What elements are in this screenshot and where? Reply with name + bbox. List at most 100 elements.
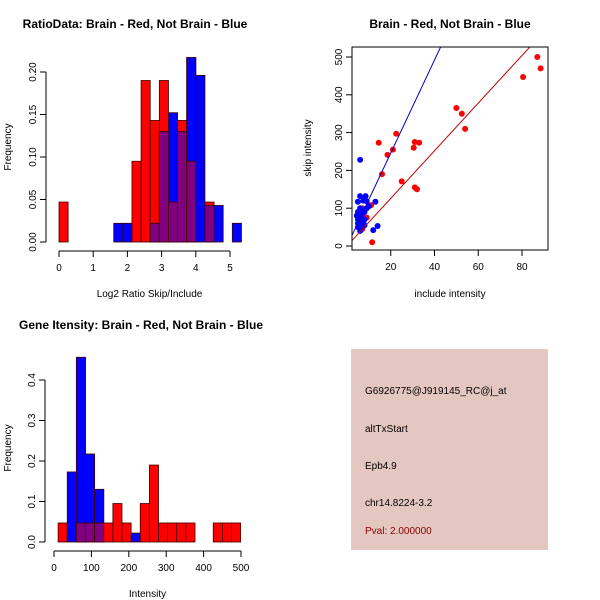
x-tick-label: 40 bbox=[429, 262, 441, 273]
point-not-brain bbox=[357, 205, 364, 212]
bar-overlap bbox=[177, 131, 188, 243]
bar-brain bbox=[212, 522, 223, 543]
y-tick-label: 0.20 bbox=[28, 62, 39, 82]
x-axis-label: Intensity bbox=[129, 589, 166, 600]
point-not-brain bbox=[362, 193, 369, 200]
bar-not-brain bbox=[75, 356, 86, 543]
point-brain bbox=[369, 239, 376, 246]
y-tick-label: 0 bbox=[334, 243, 345, 249]
bar-overlap bbox=[158, 131, 169, 243]
y-axis-label: Frequency bbox=[3, 123, 14, 170]
x-tick-label: 1 bbox=[90, 263, 96, 274]
point-not-brain bbox=[354, 198, 361, 205]
chart-title: RatioData: Brain - Red, Not Brain - Blue bbox=[23, 17, 248, 31]
probe-id: G6926775@J919145_RC@j_at bbox=[365, 386, 507, 397]
point-brain bbox=[537, 65, 544, 72]
chrom-location: chr14.8224-3.2 bbox=[365, 498, 433, 509]
bar-brain bbox=[231, 522, 242, 543]
bar-not-brain bbox=[213, 205, 224, 243]
fit-line-not-brain bbox=[352, 47, 442, 237]
bar-brain bbox=[148, 464, 159, 543]
y-tick-label: 0.00 bbox=[28, 232, 39, 252]
y-axis-label: skip intensity bbox=[303, 119, 314, 176]
bar-not-brain bbox=[66, 471, 77, 543]
plot-box bbox=[351, 46, 549, 251]
y-tick-label: 100 bbox=[334, 199, 345, 216]
y-tick-label: 0.05 bbox=[28, 189, 39, 209]
point-not-brain bbox=[357, 156, 364, 163]
point-brain bbox=[462, 125, 469, 132]
point-not-brain bbox=[361, 222, 368, 229]
point-brain bbox=[414, 186, 420, 193]
bar-not-brain bbox=[195, 75, 206, 243]
y-tick-label: 300 bbox=[334, 124, 345, 141]
y-tick-label: 0.10 bbox=[28, 147, 39, 167]
x-tick-label: 500 bbox=[233, 563, 250, 574]
pval: Pval: 2.000000 bbox=[365, 526, 432, 537]
bar-brain bbox=[139, 503, 150, 543]
bar-brain bbox=[176, 522, 187, 543]
gene-name: Epb4.9 bbox=[365, 461, 397, 472]
y-tick-label: 400 bbox=[334, 86, 345, 103]
bar-brain bbox=[112, 503, 123, 543]
x-tick-label: 4 bbox=[193, 263, 199, 274]
point-brain bbox=[458, 110, 465, 117]
x-tick-label: 0 bbox=[51, 563, 57, 574]
bar-not-brain bbox=[113, 222, 124, 243]
point-brain bbox=[534, 54, 541, 60]
bar-not-brain bbox=[130, 532, 141, 543]
y-axis-label: Frequency bbox=[3, 424, 14, 471]
point-brain bbox=[520, 74, 527, 81]
x-tick-label: 200 bbox=[120, 563, 137, 574]
bar-brain bbox=[221, 522, 232, 543]
bar-overlap bbox=[168, 201, 178, 243]
bar-brain bbox=[103, 522, 114, 543]
point-not-brain bbox=[374, 222, 381, 229]
y-tick-label: 0.4 bbox=[27, 373, 38, 387]
y-tick-label: 500 bbox=[334, 48, 345, 65]
bar-brain bbox=[140, 80, 151, 243]
bar-overlap bbox=[204, 205, 215, 243]
point-brain bbox=[416, 139, 423, 146]
bar-not-brain bbox=[122, 222, 133, 243]
point-not-brain bbox=[372, 198, 379, 205]
bar-brain bbox=[158, 522, 169, 543]
fit-line-brain bbox=[352, 47, 531, 242]
y-tick-label: 0.0 bbox=[27, 535, 38, 549]
x-tick-label: 300 bbox=[158, 563, 175, 574]
y-tick-label: 0.3 bbox=[27, 413, 38, 427]
bar-overlap bbox=[186, 160, 197, 243]
point-brain bbox=[375, 139, 382, 146]
point-brain bbox=[398, 178, 405, 185]
x-tick-label: 400 bbox=[195, 563, 212, 574]
point-not-brain bbox=[370, 227, 377, 234]
bar-overlap bbox=[85, 522, 96, 543]
x-axis-label: include intensity bbox=[414, 289, 485, 300]
chart-title: Gene Itensity: Brain - Red, Not Brain - … bbox=[19, 318, 263, 332]
bar-not-brain bbox=[231, 222, 242, 243]
y-tick-label: 0.1 bbox=[27, 494, 38, 508]
bar-brain bbox=[121, 522, 132, 543]
x-tick-label: 5 bbox=[227, 263, 233, 274]
point-not-brain bbox=[365, 203, 372, 210]
y-tick-label: 0.15 bbox=[28, 104, 39, 124]
info-panel: G6926775@J919145_RC@j_at altTxStart Epb4… bbox=[351, 349, 548, 550]
bar-brain bbox=[185, 522, 196, 543]
point-brain bbox=[453, 105, 460, 112]
x-tick-label: 20 bbox=[385, 262, 397, 273]
event-type: altTxStart bbox=[365, 424, 408, 435]
y-tick-label: 0.2 bbox=[27, 454, 38, 468]
point-brain bbox=[393, 130, 400, 137]
bar-overlap bbox=[94, 522, 105, 543]
bar-brain bbox=[131, 160, 142, 243]
x-tick-label: 3 bbox=[159, 263, 165, 274]
point-not-brain bbox=[353, 212, 360, 219]
bar-overlap bbox=[75, 522, 86, 543]
chart-title: Brain - Red, Not Brain - Blue bbox=[369, 17, 531, 31]
bar-overlap bbox=[149, 222, 160, 243]
point-brain bbox=[410, 144, 417, 151]
x-tick-label: 80 bbox=[516, 262, 528, 273]
x-axis-label: Log2 Ratio Skip/Include bbox=[97, 289, 203, 300]
